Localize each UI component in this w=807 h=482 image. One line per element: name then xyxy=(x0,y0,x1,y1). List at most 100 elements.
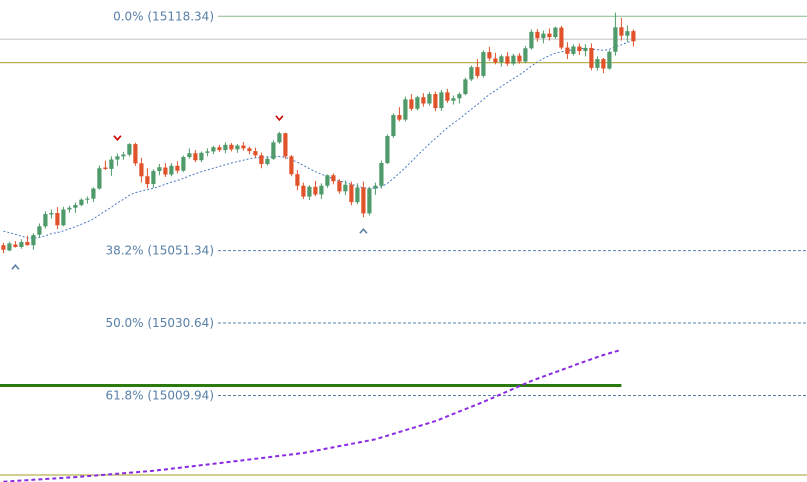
candle-body xyxy=(7,243,12,251)
candle-body xyxy=(37,226,42,235)
candle xyxy=(337,179,342,194)
candle-body xyxy=(211,147,216,152)
candle xyxy=(325,174,330,188)
candle xyxy=(529,29,534,50)
candle xyxy=(433,91,438,112)
candle xyxy=(295,169,300,191)
candle-body xyxy=(415,97,420,109)
fib-label-0: 0.0% (15118.34) xyxy=(113,9,214,23)
candle-body xyxy=(97,168,102,189)
candle-body xyxy=(355,187,360,203)
candle xyxy=(487,46,492,61)
candle-body xyxy=(91,188,96,199)
candle xyxy=(109,156,114,176)
candle xyxy=(199,151,204,163)
candle-body xyxy=(169,165,174,175)
candle xyxy=(283,132,288,159)
horizontal-lines xyxy=(0,38,807,476)
candle xyxy=(451,95,456,105)
candle-body xyxy=(241,145,246,149)
candle xyxy=(307,185,312,201)
candle-body xyxy=(397,115,402,120)
candle-body xyxy=(25,242,30,246)
candle-body xyxy=(181,157,186,171)
candle-body xyxy=(463,79,468,95)
candle xyxy=(373,182,378,195)
candle-body xyxy=(331,175,336,182)
candle xyxy=(91,187,96,203)
candle-body xyxy=(307,186,312,197)
candle xyxy=(571,44,576,56)
candle-body xyxy=(385,136,390,163)
candle-body xyxy=(85,198,90,200)
candle xyxy=(217,144,222,152)
candle xyxy=(421,93,426,107)
candle xyxy=(43,211,48,229)
candle xyxy=(157,164,162,176)
candle-body xyxy=(601,59,606,69)
fractal-down-marker xyxy=(113,135,122,142)
candle-body xyxy=(379,162,384,186)
candle-body xyxy=(13,244,18,247)
candle xyxy=(589,43,594,71)
candle-body xyxy=(283,133,288,157)
candle-body xyxy=(451,98,456,101)
candle-body xyxy=(127,144,132,155)
candle-body xyxy=(445,92,450,101)
candle-body xyxy=(631,31,636,42)
candle-body xyxy=(505,56,510,64)
candle xyxy=(277,131,282,144)
candle-body xyxy=(145,176,150,184)
candle-body xyxy=(595,59,600,68)
candle xyxy=(85,196,90,204)
candle-body xyxy=(175,165,180,171)
candle xyxy=(439,89,444,111)
candle-body xyxy=(619,27,624,36)
candle xyxy=(391,113,396,138)
candle xyxy=(127,143,132,157)
candle xyxy=(205,148,210,157)
candle xyxy=(613,12,618,56)
candle-body xyxy=(493,58,498,63)
candle-body xyxy=(499,56,504,63)
candle xyxy=(265,156,270,166)
candle-body xyxy=(547,33,552,38)
candle-body xyxy=(61,209,66,226)
candle-body xyxy=(583,47,588,52)
candle xyxy=(379,160,384,189)
candle-body xyxy=(271,142,276,159)
candle-body xyxy=(289,156,294,175)
candle-body xyxy=(571,46,576,54)
candle xyxy=(151,169,156,188)
candle-body xyxy=(109,159,114,169)
candle xyxy=(409,94,414,111)
candle-body xyxy=(523,48,528,62)
candle-body xyxy=(31,235,36,246)
candle-body xyxy=(73,204,78,208)
candle xyxy=(187,148,192,159)
candle-body xyxy=(439,92,444,109)
candle xyxy=(367,186,372,216)
candle xyxy=(19,239,24,249)
candle xyxy=(475,59,480,79)
candle xyxy=(583,44,588,57)
candle xyxy=(595,56,600,71)
candle-body xyxy=(391,115,396,137)
fib-label-2: 50.0% (15030.64) xyxy=(105,316,214,330)
candle-body xyxy=(403,99,408,120)
candle xyxy=(385,134,390,165)
candle xyxy=(253,147,258,158)
candle xyxy=(145,168,150,189)
candle xyxy=(319,183,324,200)
candle-body xyxy=(139,163,144,177)
candle xyxy=(481,50,486,78)
candle-body xyxy=(475,67,480,76)
fractal-up-marker xyxy=(359,227,368,234)
candle xyxy=(601,58,606,74)
candle-body xyxy=(301,185,306,197)
candle-body xyxy=(193,153,198,161)
candle-body xyxy=(157,167,162,172)
fib-levels: 0.0% (15118.34) 38.2% (15051.34) 50.0% (15… xyxy=(105,9,807,402)
candle xyxy=(427,91,432,106)
